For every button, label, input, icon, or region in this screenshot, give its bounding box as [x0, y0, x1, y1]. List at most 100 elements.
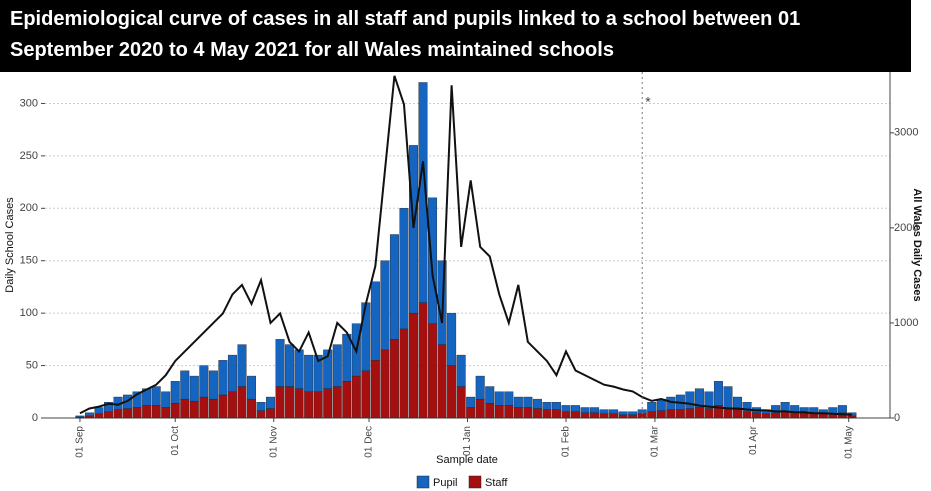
- bar: [809, 413, 819, 419]
- y2-tick-label: 2000: [894, 222, 918, 234]
- y2-axis-title: All Wales Daily Cases: [911, 188, 923, 301]
- bar: [723, 386, 733, 408]
- bar: [361, 370, 371, 419]
- bar: [771, 412, 781, 419]
- bar: [485, 386, 495, 404]
- bar: [447, 312, 457, 366]
- bar: [189, 401, 199, 419]
- bar: [246, 398, 256, 419]
- bar: [761, 413, 771, 419]
- bar: [599, 409, 609, 415]
- bar: [132, 407, 142, 419]
- bar: [380, 349, 390, 419]
- bar: [742, 402, 752, 412]
- bar: [275, 386, 285, 419]
- bar: [208, 370, 218, 400]
- y-tick-label: 200: [20, 202, 38, 214]
- bar: [590, 412, 600, 419]
- bar: [237, 386, 247, 419]
- bar: [227, 354, 237, 392]
- bar: [694, 407, 704, 419]
- bar: [666, 396, 676, 410]
- bar: [399, 208, 409, 330]
- bar: [523, 396, 533, 408]
- bar: [504, 391, 514, 406]
- bar: [818, 413, 828, 419]
- bar: [532, 398, 542, 409]
- bar: [847, 415, 857, 419]
- bar: [571, 411, 580, 419]
- bar: [342, 333, 352, 382]
- bar: [504, 405, 514, 419]
- bar: [675, 409, 685, 419]
- bar: [256, 410, 266, 419]
- x-tick-label: 01 Jan: [462, 426, 473, 456]
- bar: [399, 328, 409, 419]
- bar: [332, 386, 342, 419]
- bar: [351, 375, 361, 419]
- bar: [647, 402, 657, 412]
- bar: [713, 381, 723, 406]
- legend-label: Staff: [485, 477, 508, 489]
- bar: [313, 354, 323, 392]
- bar: [742, 411, 752, 419]
- annotation: *: [645, 94, 651, 110]
- bar: [323, 349, 333, 389]
- bar: [485, 403, 495, 419]
- bar: [323, 388, 333, 419]
- bar: [294, 349, 304, 389]
- bar: [580, 412, 590, 419]
- bar: [428, 197, 438, 324]
- bar: [733, 409, 743, 419]
- bar: [75, 415, 85, 418]
- bar: [628, 414, 638, 419]
- bar: [104, 402, 114, 412]
- bar: [666, 409, 676, 419]
- bar: [218, 394, 228, 419]
- legend-swatch: [416, 475, 430, 489]
- bar: [189, 375, 199, 402]
- bar: [104, 411, 114, 419]
- bar: [523, 407, 533, 419]
- bar: [561, 405, 571, 412]
- bar: [428, 323, 438, 419]
- bar: [199, 396, 209, 419]
- bar: [752, 412, 762, 419]
- bar: [151, 405, 161, 419]
- bar: [694, 388, 704, 408]
- bar: [113, 409, 123, 419]
- bar: [475, 375, 485, 400]
- x-tick-label: 01 Oct: [170, 426, 181, 456]
- y-tick-label: 150: [20, 255, 38, 267]
- bar: [551, 409, 561, 419]
- bar: [218, 360, 228, 396]
- x-tick-label: 01 May: [843, 426, 854, 459]
- bar: [142, 405, 152, 419]
- bar: [685, 408, 695, 419]
- bar: [609, 413, 619, 419]
- bar: [294, 388, 304, 419]
- bar: [799, 413, 809, 419]
- y2-tick-label: 1000: [894, 317, 918, 329]
- bar: [132, 391, 142, 408]
- chart-title: Epidemiological curve of cases in all st…: [0, 0, 911, 72]
- bar: [799, 407, 809, 415]
- bar: [389, 234, 399, 340]
- bar: [246, 375, 256, 400]
- bar: [771, 405, 781, 413]
- bar: [208, 398, 218, 419]
- bar: [704, 391, 714, 409]
- y2-tick-label: 0: [894, 412, 900, 424]
- bar: [123, 408, 133, 419]
- bar: [571, 405, 580, 412]
- x-tick-label: 01 Apr: [748, 425, 759, 455]
- y-axis-title: Daily School Cases: [4, 197, 16, 293]
- x-tick-label: 01 Feb: [561, 426, 572, 458]
- bar: [418, 302, 428, 419]
- bar: [227, 391, 237, 419]
- bar: [580, 407, 590, 413]
- bar: [94, 413, 104, 419]
- bar: [685, 391, 695, 409]
